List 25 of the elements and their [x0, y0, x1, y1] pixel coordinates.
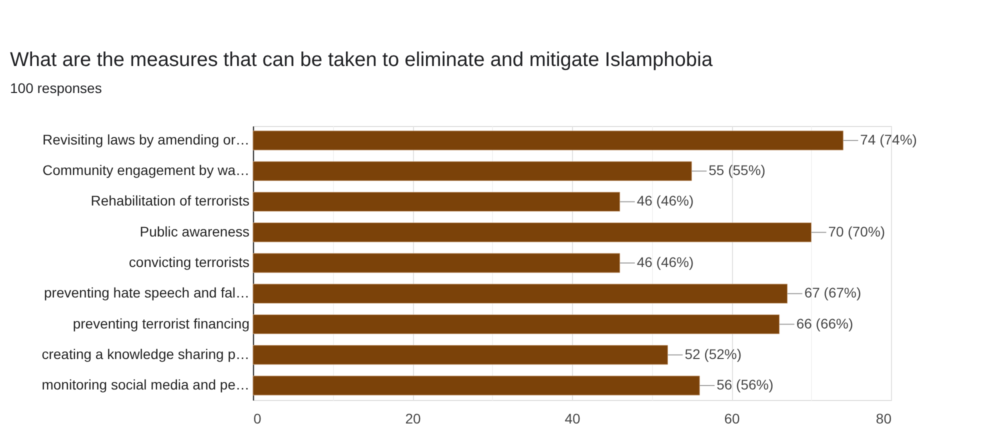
x-tick-label: 60 — [724, 410, 740, 426]
chart-title: What are the measures that can be taken to eliminate and mitigate Islamphobia — [10, 49, 714, 71]
y-tick-label: convicting terrorists — [128, 254, 250, 270]
data-label: 46 (46%) — [636, 192, 694, 209]
text: 100 responses — [10, 80, 102, 96]
data-label: 55 (55%) — [708, 162, 766, 178]
y-tick-label: preventing hate speech and fal… — [44, 284, 250, 301]
data-label: 52 (52%) — [684, 346, 742, 362]
data-label: 46 (46%) — [636, 254, 694, 270]
y-tick-label: Public awareness — [140, 223, 250, 240]
data-label: 70 (70%) — [828, 223, 886, 240]
y-tick-label: creating a knowledge sharing p… — [42, 346, 250, 362]
x-tick-label: 0 — [254, 410, 262, 426]
y-tick-label: Rehabilitation of terrorists — [90, 192, 250, 209]
y-tick-label: preventing terrorist financing — [72, 315, 250, 332]
x-tick-label: 40 — [564, 410, 580, 426]
data-label: 56 (56%) — [716, 376, 774, 393]
data-label: 66 (66%) — [796, 315, 854, 332]
x-tick-label: 80 — [876, 410, 892, 426]
y-tick-label: Revisiting laws by amending or… — [42, 131, 250, 148]
y-tick-label: Community engagement by wa… — [42, 162, 250, 178]
data-label: 67 (67%) — [804, 284, 862, 301]
data-label: 74 (74%) — [860, 131, 917, 148]
x-tick-label: 20 — [405, 410, 421, 426]
y-tick-label: monitoring social media and pe… — [42, 376, 250, 393]
